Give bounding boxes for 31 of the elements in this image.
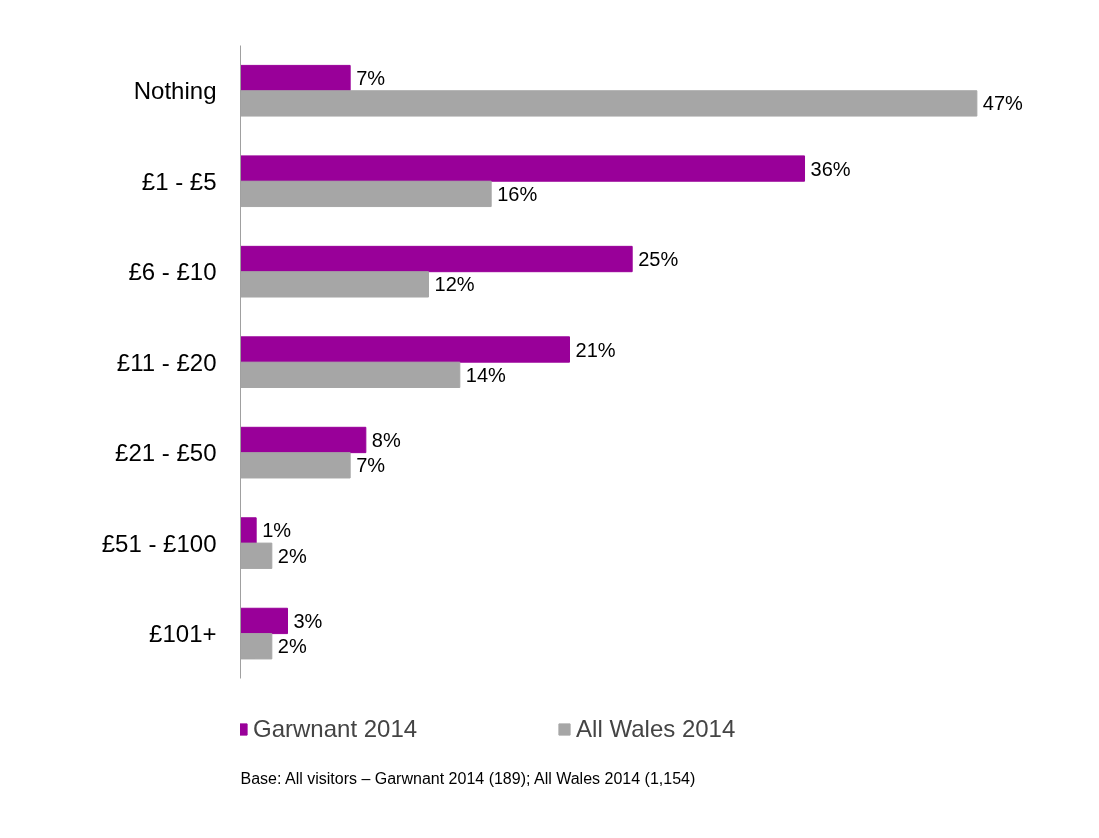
data-label: 7% <box>356 454 386 477</box>
y-tick-label: Nothing <box>133 77 217 105</box>
bar <box>240 245 633 273</box>
data-label: 16% <box>497 182 538 205</box>
bar <box>240 64 351 92</box>
data-label: 3% <box>293 609 323 632</box>
data-label: 8% <box>371 428 401 451</box>
legend-label: All Wales 2014 <box>576 715 736 743</box>
bar <box>240 426 367 454</box>
bar <box>240 607 288 635</box>
y-tick-label: £51 - £100 <box>101 529 217 557</box>
data-label: 1% <box>262 519 292 542</box>
y-tick-label: £11 - £20 <box>116 348 217 376</box>
bar <box>240 336 571 363</box>
bar <box>240 517 257 544</box>
data-label: 2% <box>277 544 307 567</box>
data-label: 25% <box>638 248 679 271</box>
y-tick-label: £21 - £50 <box>115 439 217 467</box>
data-label: 47% <box>982 92 1024 115</box>
y-tick-label: £6 - £10 <box>128 258 217 286</box>
data-label: 21% <box>575 338 616 361</box>
data-label: 7% <box>356 67 386 90</box>
data-label: 2% <box>277 635 307 658</box>
legend-label: Garwnant 2014 <box>253 715 418 743</box>
y-tick-label: £101+ <box>149 620 217 648</box>
y-tick-label: £1 - £5 <box>141 167 217 195</box>
text: Base: All visitors – Garwnant 2014 (189); All Wales 2014 (1,154) <box>240 769 696 787</box>
data-label: 36% <box>810 157 851 180</box>
data-label: 12% <box>434 273 475 296</box>
bar <box>240 155 806 182</box>
data-label: 14% <box>465 363 507 386</box>
